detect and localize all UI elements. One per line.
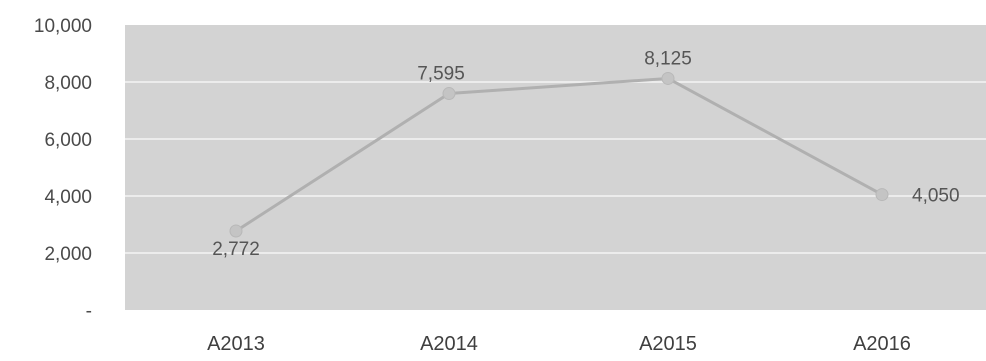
data-point-marker bbox=[229, 224, 243, 238]
y-axis-tick-labels: - 2,000 4,000 6,000 8,000 10,000 bbox=[34, 16, 92, 322]
x-category-label: A2015 bbox=[639, 333, 697, 355]
y-tick-label: 8,000 bbox=[44, 73, 92, 94]
series bbox=[229, 71, 889, 238]
data-label: 4,050 bbox=[912, 186, 960, 207]
y-tick-label: - bbox=[86, 301, 92, 322]
data-point-marker bbox=[661, 71, 675, 85]
data-point-marker bbox=[442, 87, 456, 101]
data-label: 8,125 bbox=[644, 48, 692, 69]
x-category-label: A2013 bbox=[207, 333, 265, 355]
x-category-label: A2014 bbox=[420, 333, 478, 355]
data-point-marker bbox=[875, 188, 889, 202]
series-line bbox=[235, 76, 883, 233]
x-axis-category-labels: A2013 A2014 A2015 A2016 bbox=[207, 333, 911, 355]
y-tick-label: 6,000 bbox=[44, 130, 92, 151]
y-tick-label: 10,000 bbox=[34, 16, 92, 37]
x-category-label: A2016 bbox=[853, 333, 911, 355]
data-label: 7,595 bbox=[417, 64, 465, 85]
y-tick-label: 2,000 bbox=[44, 244, 92, 265]
data-labels: 2,772 7,595 8,125 4,050 bbox=[212, 48, 959, 260]
plot-area bbox=[125, 25, 986, 310]
y-tick-label: 4,000 bbox=[44, 187, 92, 208]
data-label: 2,772 bbox=[212, 239, 260, 260]
gridlines bbox=[125, 81, 986, 254]
